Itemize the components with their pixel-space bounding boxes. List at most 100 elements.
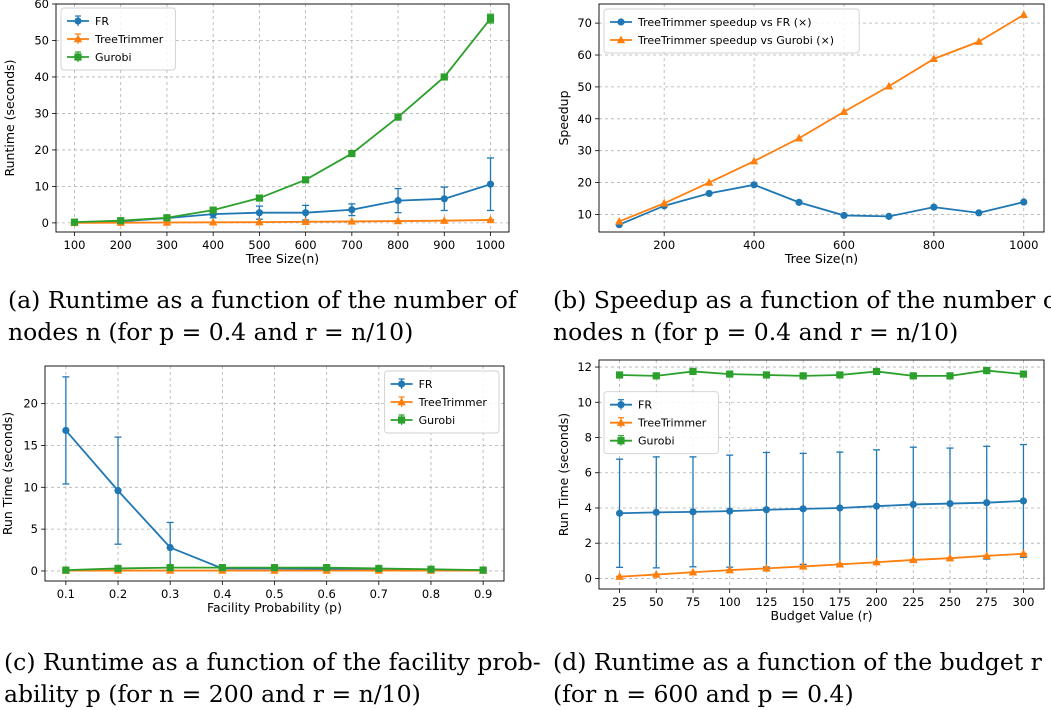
- data-point: [836, 371, 844, 379]
- data-point: [114, 487, 122, 495]
- series-line: [619, 369, 1024, 377]
- series-0: [615, 181, 1028, 229]
- x-tick-label: 200: [866, 595, 888, 609]
- y-axis-label: Runtime (seconds): [2, 59, 17, 176]
- legend-box: [603, 8, 860, 54]
- legend-box: [384, 370, 500, 434]
- axes-frame: [598, 359, 1045, 590]
- data-point: [255, 217, 264, 226]
- x-tick-label: 0.3: [161, 587, 179, 601]
- data-point: [909, 555, 918, 564]
- caption-a-line1: (a) Runtime as a function of the number …: [8, 286, 517, 314]
- legend-label: TreeTrimmer: [637, 417, 707, 430]
- data-point: [375, 564, 383, 573]
- data-point: [615, 371, 624, 379]
- data-point: [218, 564, 226, 572]
- x-axis-label: Facility Probability (p): [207, 600, 342, 615]
- x-tick-label: 800: [387, 238, 409, 252]
- x-tick-label: 1000: [1009, 238, 1038, 252]
- data-point: [946, 372, 954, 380]
- legend: FR TreeTrimmer Gurobi: [384, 370, 500, 434]
- data-point: [872, 367, 881, 376]
- data-point: [983, 499, 991, 507]
- data-point: [1019, 370, 1028, 378]
- data-point: [975, 209, 983, 217]
- x-tick-label: 800: [923, 238, 945, 252]
- chart-panel-b: 200 400 600 800 1000 10 20 30 40 50 60 70 Tree Size(…: [556, 3, 1045, 266]
- data-point: [762, 563, 771, 572]
- series-2: [70, 13, 495, 226]
- x-tick-label: 0.2: [109, 587, 127, 601]
- y-tick-label: 6: [585, 466, 592, 480]
- legend-label: TreeTrimmer speedup vs Gurobi (×): [637, 34, 834, 47]
- caption-a-line2: nodes n (for p = 0.4 and r = n/10): [8, 318, 414, 346]
- legend-marker: [74, 53, 82, 61]
- x-tick-label: 700: [341, 238, 363, 252]
- caption-d-line2: (for n = 600 and p = 0.4): [553, 680, 854, 708]
- legend-label: TreeTrimmer speedup vs FR (×): [637, 16, 812, 29]
- data-point: [885, 212, 893, 220]
- axes-frame: [598, 3, 1045, 233]
- data-point: [982, 551, 991, 560]
- data-point: [652, 508, 660, 516]
- legend-label: FR: [638, 399, 652, 412]
- y-tick-label: 50: [577, 80, 592, 94]
- series-line: [74, 18, 492, 224]
- axes-frame: [44, 365, 505, 582]
- data-point: [798, 561, 808, 570]
- data-point: [725, 565, 734, 574]
- series-line: [619, 552, 1024, 578]
- legend-label: FR: [95, 15, 109, 28]
- y-tick-label: 20: [23, 397, 38, 411]
- y-tick-label: 60: [34, 0, 49, 11]
- data-point: [208, 217, 218, 226]
- series-line: [618, 183, 1024, 226]
- legend-label: Gurobi: [638, 435, 675, 448]
- data-point: [615, 509, 624, 517]
- data-point: [840, 211, 848, 220]
- legend-marker: [617, 401, 625, 409]
- x-tick-label: 300: [1012, 595, 1034, 609]
- legend-marker: [617, 437, 625, 445]
- caption-b-line2: nodes n (for p = 0.4 and r = n/10): [553, 318, 959, 346]
- x-tick-label: 25: [612, 595, 627, 609]
- data-point: [659, 198, 669, 207]
- chart-panel-d: 25 50 75 100 125 150 175 200 225 250 275 300 0 2 4 6 8 10…: [556, 359, 1045, 623]
- series-line: [74, 183, 491, 224]
- y-tick-label: 10: [577, 395, 592, 409]
- y-tick-label: 20: [34, 143, 49, 157]
- data-point: [795, 198, 803, 206]
- data-point: [799, 372, 807, 380]
- legend-label: TreeTrimmer: [94, 33, 164, 46]
- x-tick-label: 300: [156, 238, 178, 252]
- x-tick-label: 0.5: [265, 587, 283, 601]
- data-point: [1019, 549, 1028, 557]
- data-point: [427, 565, 435, 573]
- data-point: [983, 366, 991, 375]
- data-point: [794, 133, 804, 142]
- legend-marker: [73, 34, 83, 43]
- y-tick-label: 40: [577, 112, 592, 126]
- legend-label: FR: [419, 378, 433, 391]
- data-point: [872, 502, 881, 510]
- data-point: [872, 557, 881, 566]
- y-tick-label: 30: [577, 144, 592, 158]
- x-axis-label: Budget Value (r): [770, 608, 872, 623]
- plot-area: [70, 13, 495, 227]
- legend: FR TreeTrimmer Gurobi: [603, 391, 719, 455]
- data-point: [615, 216, 624, 225]
- caption-a: (a) Runtime as a function of the number …: [8, 284, 517, 348]
- data-point: [62, 426, 70, 435]
- y-tick-label: 0: [42, 216, 49, 230]
- x-tick-label: 275: [976, 595, 998, 609]
- data-point: [750, 181, 758, 189]
- y-tick-label: 8: [585, 431, 592, 445]
- data-point: [945, 553, 955, 562]
- data-point: [615, 572, 624, 580]
- x-tick-label: 600: [295, 238, 317, 252]
- y-tick-label: 0: [31, 564, 38, 578]
- data-point: [440, 73, 448, 81]
- legend-box: [603, 391, 719, 455]
- series-1: [615, 10, 1028, 225]
